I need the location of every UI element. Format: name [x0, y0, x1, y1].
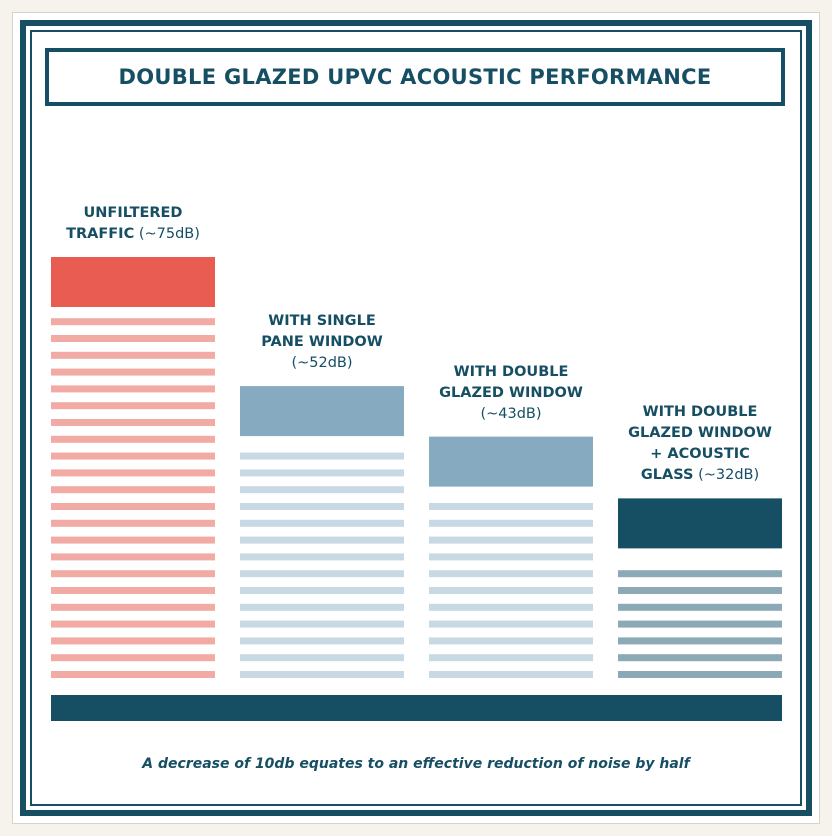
bar-stripe-1: [51, 637, 215, 645]
bar-stripe-2: [240, 452, 404, 460]
bar-cap-3: [429, 436, 593, 487]
bar-label-4: WITH DOUBLE GLAZED WINDOW + ACOUSTIC GLASS …: [610, 402, 790, 486]
bar-label-text: WITH SINGLE: [268, 313, 376, 330]
bar-label-text: GLASS: [640, 467, 694, 484]
bar-stripe-1: [51, 402, 215, 410]
chart-title: DOUBLE GLAZED UPVC ACOUSTIC PERFORMANCE: [118, 65, 712, 89]
bar-stripe-2: [240, 654, 404, 662]
bar-cap-4: [618, 498, 782, 549]
bar-stripe-1: [51, 503, 215, 510]
bar-cap-2: [240, 386, 404, 437]
bar-stripe-3: [429, 536, 593, 544]
bar-stripe-2: [240, 553, 404, 561]
bar-stripe-4: [618, 570, 782, 578]
bar-stripe-1: [51, 519, 215, 527]
bar-stripe-2: [240, 570, 404, 578]
bar-label-text: GLAZED WINDOW: [628, 425, 772, 442]
bar-stripe-1: [51, 486, 215, 494]
bar-stripe-1: [51, 654, 215, 662]
bar-stripe-1: [51, 368, 215, 376]
bar-value-label: (~75dB): [138, 226, 200, 242]
bar-value-label: (~52dB): [291, 355, 353, 372]
bar-stripe-3: [429, 570, 593, 578]
bar-stripe-3: [429, 553, 593, 561]
bar-stripe-1: [51, 553, 215, 561]
bar-label-text: PANE WINDOW: [261, 334, 383, 351]
bar-stripe-4: [618, 587, 782, 594]
bar-stripe-3: [429, 671, 593, 678]
inner-border: [30, 30, 802, 806]
bar-stripe-3: [429, 587, 593, 594]
bar-stripe-1: [51, 419, 215, 426]
bar-label-3: WITH DOUBLE GLAZED WINDOW (~43dB): [421, 362, 601, 425]
bar-stripe-4: [618, 637, 782, 645]
bar-label-text: WITH DOUBLE: [642, 404, 758, 421]
bar-stripe-1: [51, 620, 215, 628]
bar-label-2: WITH SINGLE PANE WINDOW (~52dB): [232, 311, 412, 374]
bar-stripe-1: [51, 318, 215, 326]
bar-label-text: UNFILTERED: [83, 205, 183, 221]
bar-stripe-1: [51, 536, 215, 544]
bar-stripe-3: [429, 503, 593, 510]
bar-stripe-2: [240, 469, 404, 477]
bar-stripe-3: [429, 603, 593, 611]
bar-value-label: (~43dB): [480, 405, 542, 422]
bar-stripe-3: [429, 620, 593, 628]
bar-stripe-1: [51, 587, 215, 594]
bar-stripe-2: [240, 671, 404, 678]
bar-stripe-2: [240, 519, 404, 527]
bar-stripe-2: [240, 587, 404, 594]
bar-stripe-1: [51, 335, 215, 342]
bar-stripe-1: [51, 570, 215, 578]
bar-stripe-2: [240, 637, 404, 645]
bar-cap-1: [51, 257, 215, 307]
bar-stripe-3: [429, 519, 593, 527]
bar-stripe-4: [618, 603, 782, 611]
bar-stripe-2: [240, 486, 404, 494]
bar-stripe-1: [51, 469, 215, 477]
bar-stripe-2: [240, 620, 404, 628]
infographic-background: [12, 12, 820, 824]
bar-label-1: UNFILTERED TRAFFIC (~75dB): [43, 203, 223, 245]
bar-label-text: WITH DOUBLE: [453, 363, 569, 380]
bar-stripe-4: [618, 620, 782, 628]
bar-stripe-3: [429, 654, 593, 662]
footnote: A decrease of 10db equates to an effecti…: [142, 756, 690, 772]
bar-stripe-4: [618, 671, 782, 678]
bar-stripe-1: [51, 671, 215, 678]
bar-stripe-1: [51, 385, 215, 393]
bar-label-text: GLAZED WINDOW: [439, 384, 583, 401]
bar-stripe-1: [51, 435, 215, 443]
bar-stripe-4: [618, 654, 782, 662]
bar-stripe-1: [51, 351, 215, 359]
bar-label-text: + ACOUSTIC: [650, 446, 750, 463]
bar-stripe-1: [51, 452, 215, 460]
bar-stripe-2: [240, 503, 404, 510]
bar-stripe-3: [429, 637, 593, 645]
title-box: DOUBLE GLAZED UPVC ACOUSTIC PERFORMANCE: [45, 48, 785, 106]
bar-stripe-2: [240, 536, 404, 544]
bar-stripe-1: [51, 603, 215, 611]
chart-baseline: [51, 695, 782, 721]
bar-label-text: TRAFFIC: [66, 226, 135, 242]
bar-stripe-2: [240, 603, 404, 611]
outer-border: [20, 20, 812, 816]
bar-value-label: (~32dB): [698, 467, 760, 484]
